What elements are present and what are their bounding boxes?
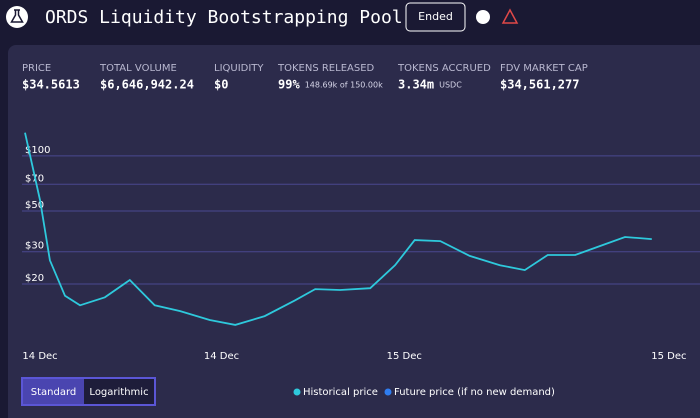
status-button[interactable] xyxy=(405,2,466,32)
stat-value: $6,646,942.24 xyxy=(100,78,194,92)
stat-value: $34.5613 xyxy=(22,78,80,92)
stats: PRICE $34.5613 TOTAL VOLUME $6,646,942.24 LI… xyxy=(22,63,588,92)
stat-value: $0 xyxy=(214,78,228,92)
page-title: ORDS Liquidity Bootstrapping Pool xyxy=(45,7,403,28)
y-tick-label: $50 xyxy=(25,200,44,211)
warning-icon[interactable] xyxy=(501,8,519,24)
stat-value: 3.34m xyxy=(398,78,434,92)
logo-flask xyxy=(10,9,24,23)
panel xyxy=(8,45,700,418)
stat-value: 99% xyxy=(278,78,300,92)
legend-label: Future price (if no new demand) xyxy=(394,387,555,398)
y-tick-label: $30 xyxy=(25,241,44,252)
y-tick-label: $100 xyxy=(25,145,50,156)
stat-sub: USDC xyxy=(439,81,462,90)
stat-label: PRICE xyxy=(22,63,51,74)
toggle-active[interactable] xyxy=(23,379,84,404)
stat-sub: 148.69k of 150.00k xyxy=(305,81,383,90)
legend-label: Historical price xyxy=(303,387,378,398)
x-tick-label: 14 Dec xyxy=(22,351,57,362)
stat-label: TOKENS RELEASED xyxy=(277,63,375,74)
legend-swatch xyxy=(293,388,301,396)
price-line xyxy=(24,132,652,326)
stat-value: $34,561,277 xyxy=(500,78,579,92)
legend-swatch xyxy=(384,388,392,396)
toggle-option[interactable]: Logarithmic xyxy=(89,387,148,398)
y-tick-label: $20 xyxy=(25,273,44,284)
info-icon[interactable] xyxy=(476,10,490,24)
stat-label: TOTAL VOLUME xyxy=(99,63,177,74)
toggle-option[interactable]: Standard xyxy=(31,387,77,398)
x-tick-label: 14 Dec xyxy=(204,351,239,362)
stat-label: LIQUIDITY xyxy=(214,63,264,74)
status-label[interactable]: Ended xyxy=(418,10,453,23)
stat-label: TOKENS ACCRUED xyxy=(397,63,491,74)
stat-label: FDV MARKET CAP xyxy=(500,63,588,74)
x-tick-label: 15 Dec xyxy=(387,351,422,362)
x-tick-label: 15 Dec xyxy=(651,351,686,362)
